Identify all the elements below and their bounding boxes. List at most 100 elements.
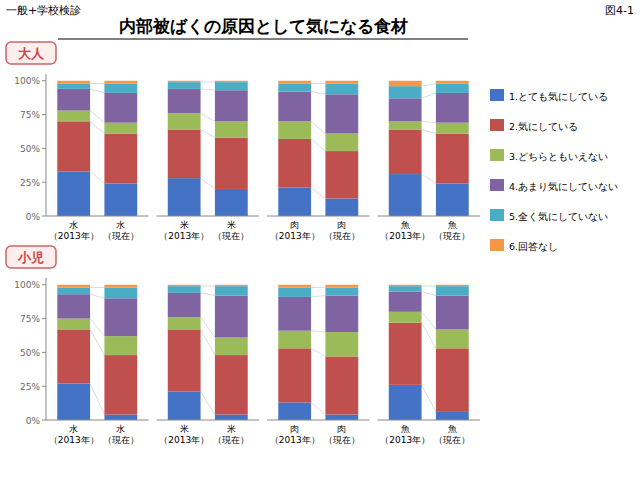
y-tick (42, 182, 46, 183)
panel-row: 大人0%25%50%75%100%水（2013年）水（現在）米（2013年）米（… (6, 42, 480, 241)
bar-segment (104, 93, 137, 123)
x-tick-label-line: （2013年） (270, 435, 320, 445)
connector (311, 188, 325, 199)
y-tick-label: 25% (20, 382, 40, 392)
connector (311, 92, 325, 95)
bar-segment (325, 332, 358, 356)
bar-segment (389, 81, 422, 86)
bar-segment (278, 139, 311, 188)
bar-segment (389, 286, 422, 291)
bar-segment (168, 285, 201, 286)
y-tick (42, 216, 46, 217)
connector (422, 292, 436, 296)
legend-label: 6.回答なし (509, 241, 558, 252)
legend: 1.とても気にしている2.気にしている3.どちらともいえない4.あまり気にしてい… (490, 89, 618, 252)
bar-segment (325, 287, 358, 295)
bar-segment (278, 331, 311, 349)
bar-segment (104, 123, 137, 134)
bar-segment (436, 81, 469, 84)
bar-segment (104, 298, 137, 336)
connector (311, 83, 325, 84)
bar-segment (104, 184, 137, 216)
bar-segment (278, 402, 311, 420)
connector (422, 286, 436, 287)
x-tick-label-line: 水 (69, 220, 78, 230)
y-tick (42, 80, 46, 81)
connector (422, 385, 436, 412)
bar-segment (389, 129, 422, 174)
connector (422, 174, 436, 183)
bar-segment (57, 294, 90, 318)
bar-segment (168, 317, 201, 329)
y-tick-label: 25% (20, 178, 40, 188)
x-tick-label-line: 魚 (448, 424, 457, 434)
bar-segment (168, 89, 201, 113)
legend-label: 2.気にしている (509, 121, 578, 132)
bar-segment (168, 392, 201, 420)
bar-segment (436, 184, 469, 216)
x-tick-label: 肉（2013年） (270, 424, 320, 445)
bar-segment (325, 415, 358, 420)
connector (201, 293, 215, 296)
legend-label: 5.全く気にしていない (509, 211, 608, 222)
bar-segment (278, 297, 311, 331)
y-tick-label: 100% (14, 280, 40, 290)
bar-segment (168, 329, 201, 391)
marks (57, 285, 468, 420)
bar-segment (215, 338, 248, 356)
x-axis-line (378, 216, 481, 217)
bar-segment (325, 134, 358, 152)
connector (422, 121, 436, 122)
bar-segment (168, 129, 201, 178)
bar-segment (436, 83, 469, 92)
bar-segment (436, 286, 469, 295)
x-tick-label-line: （現在） (434, 231, 470, 241)
y-tick (42, 114, 46, 115)
title: 内部被ばくの原因として気になる食材 (119, 16, 408, 36)
bar-segment (104, 287, 137, 298)
legend-label: 3.どちらともいえない (509, 151, 608, 162)
x-axis-line (46, 216, 149, 217)
y-tick-label: 0% (26, 212, 41, 222)
bar-segment (104, 81, 137, 84)
x-tick-label-line: 肉 (337, 220, 346, 230)
connector (311, 402, 325, 414)
connector (422, 93, 436, 98)
marks (57, 81, 468, 216)
row-label: 大人 (18, 46, 45, 61)
bar-segment (436, 285, 469, 286)
connector (201, 178, 215, 189)
connector (201, 286, 215, 287)
x-tick-label: 米（2013年） (159, 220, 209, 241)
x-tick-label: 魚（2013年） (380, 220, 430, 241)
y-tick-label: 75% (20, 110, 40, 120)
connector (311, 331, 325, 332)
bar-segment (278, 81, 311, 84)
row-label-box (6, 42, 56, 64)
x-tick-label-line: 米 (227, 220, 236, 230)
bar-segment (104, 83, 137, 92)
x-tick-label: 魚（2013年） (380, 424, 430, 445)
bar-segment (389, 121, 422, 129)
y-tick (42, 420, 46, 421)
x-tick-label-line: 米 (180, 220, 189, 230)
bar-segment (436, 412, 469, 420)
x-tick-label-line: （2013年） (159, 435, 209, 445)
x-tick-label-line: 米 (227, 424, 236, 434)
x-tick-label-line: 肉 (290, 220, 299, 230)
bar-segment (215, 285, 248, 286)
bar-segment (389, 98, 422, 121)
legend-swatch (490, 149, 504, 161)
legend-swatch (490, 179, 504, 191)
bar-segment (325, 83, 358, 94)
x-tick-label-line: （2013年） (49, 435, 99, 445)
x-axis-line (157, 420, 260, 421)
connector (90, 89, 104, 93)
x-tick-label-line: （現在） (213, 435, 249, 445)
connector (90, 121, 104, 133)
bar-segment (215, 189, 248, 216)
y-tick (42, 386, 46, 387)
bar-segment (57, 83, 90, 88)
bar-segment (215, 286, 248, 295)
bar-segment (278, 188, 311, 216)
